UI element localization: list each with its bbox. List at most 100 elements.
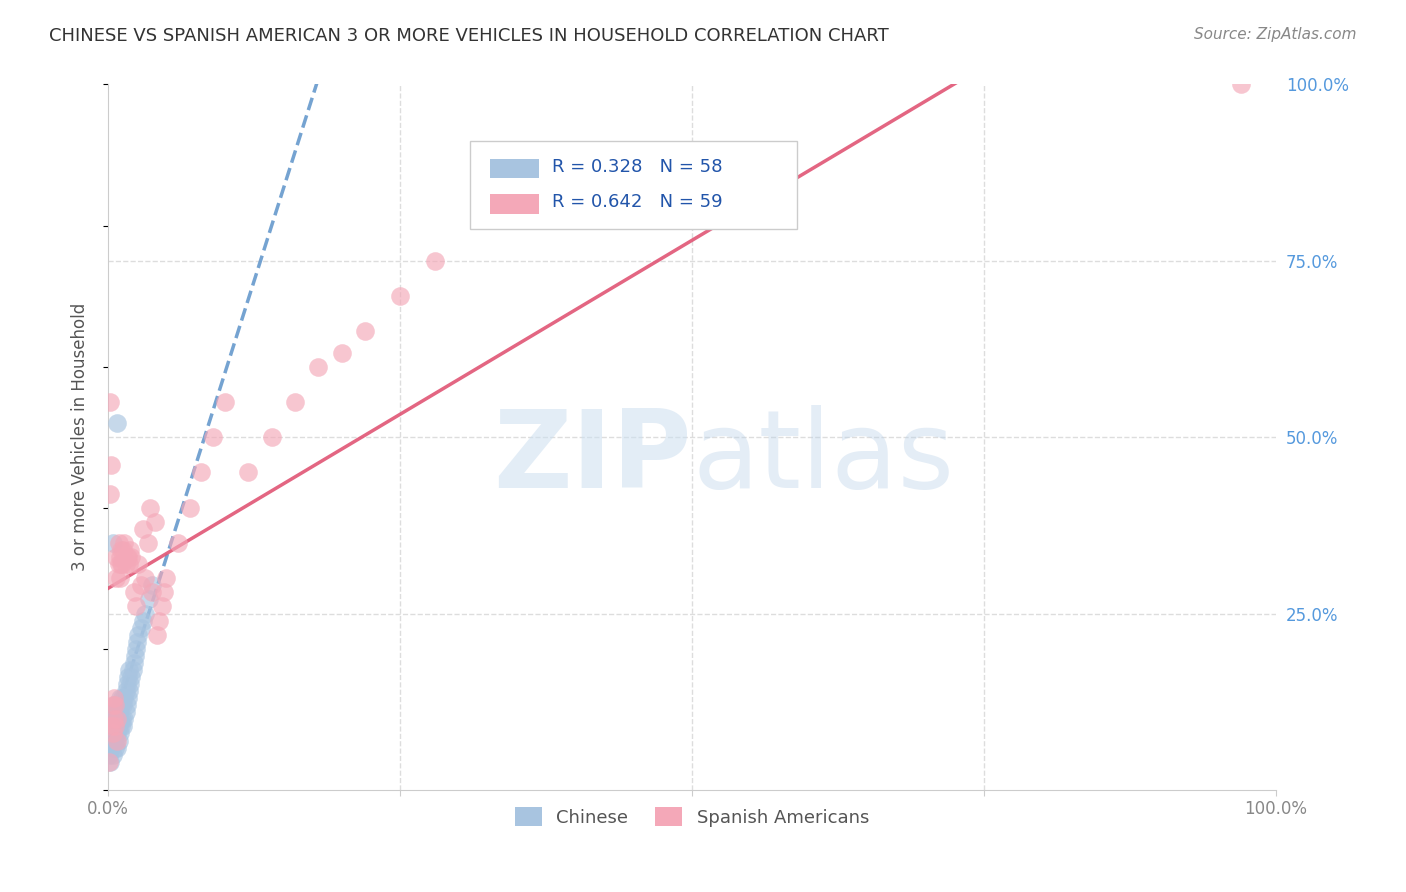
Point <box>100 733 122 747</box>
Point <box>108 550 131 565</box>
Point <box>104 726 127 740</box>
Point <box>134 571 156 585</box>
Point <box>155 571 177 585</box>
Point <box>114 706 136 720</box>
Point <box>107 557 129 571</box>
Point <box>115 698 138 713</box>
Point <box>107 719 129 733</box>
Point <box>103 698 125 713</box>
Point <box>105 712 128 726</box>
Point <box>120 550 142 565</box>
Point <box>100 712 122 726</box>
Point <box>118 557 141 571</box>
Point <box>105 416 128 430</box>
Point <box>108 691 131 706</box>
Point <box>110 543 132 558</box>
Point <box>112 691 135 706</box>
Point <box>127 634 149 648</box>
Point <box>104 698 127 713</box>
Point <box>1230 78 1253 92</box>
Point <box>107 733 129 747</box>
Point <box>121 663 143 677</box>
Point <box>111 712 134 726</box>
Point <box>114 557 136 571</box>
Point <box>117 550 139 565</box>
Point <box>101 536 124 550</box>
Point <box>114 684 136 698</box>
Point <box>105 740 128 755</box>
Point <box>124 648 146 663</box>
Point <box>108 712 131 726</box>
Point <box>120 670 142 684</box>
Text: ZIP: ZIP <box>494 405 692 511</box>
Point <box>112 712 135 726</box>
Text: R = 0.328   N = 58: R = 0.328 N = 58 <box>553 158 723 176</box>
Point <box>101 698 124 713</box>
Point <box>132 614 155 628</box>
Point <box>111 557 134 571</box>
Point <box>103 691 125 706</box>
Point <box>117 670 139 684</box>
Text: atlas: atlas <box>692 405 955 511</box>
Point <box>423 253 446 268</box>
Point <box>101 726 124 740</box>
Point <box>330 345 353 359</box>
Y-axis label: 3 or more Vehicles in Household: 3 or more Vehicles in Household <box>72 303 89 571</box>
Point <box>117 691 139 706</box>
Point <box>127 628 149 642</box>
Point <box>125 599 148 614</box>
Point <box>167 536 190 550</box>
Bar <box>489 159 538 178</box>
Point <box>100 719 122 733</box>
Point <box>129 621 152 635</box>
Point <box>105 733 128 747</box>
Point <box>238 466 260 480</box>
Point <box>105 733 128 747</box>
Point <box>112 698 135 713</box>
Point <box>103 719 125 733</box>
Point <box>104 712 127 726</box>
Point <box>202 430 225 444</box>
Point <box>110 557 132 571</box>
Point <box>148 614 170 628</box>
Point <box>103 712 125 726</box>
Point <box>111 691 134 706</box>
Point <box>129 578 152 592</box>
Point <box>101 747 124 762</box>
Point <box>115 550 138 565</box>
Point <box>105 550 128 565</box>
Point <box>101 706 124 720</box>
Point <box>150 599 173 614</box>
Point <box>112 719 135 733</box>
Point <box>105 571 128 585</box>
Point <box>260 430 283 444</box>
Point <box>138 592 160 607</box>
Point <box>105 712 128 726</box>
Point <box>125 641 148 656</box>
Point <box>122 585 145 599</box>
Point <box>115 677 138 691</box>
Point <box>141 585 163 599</box>
Point <box>98 747 121 762</box>
Point <box>100 740 122 755</box>
Point <box>110 719 132 733</box>
Point <box>98 486 121 500</box>
Point <box>107 536 129 550</box>
Point <box>98 726 121 740</box>
Point <box>118 663 141 677</box>
Point <box>108 726 131 740</box>
Point <box>103 733 125 747</box>
Legend: Chinese, Spanish Americans: Chinese, Spanish Americans <box>508 800 876 834</box>
Point <box>104 740 127 755</box>
FancyBboxPatch shape <box>470 141 797 229</box>
Point <box>389 289 412 303</box>
Text: Source: ZipAtlas.com: Source: ZipAtlas.com <box>1194 27 1357 42</box>
Point <box>120 677 142 691</box>
Point <box>214 395 236 409</box>
Point <box>127 557 149 571</box>
Bar <box>489 194 538 213</box>
Point <box>100 458 122 473</box>
Point <box>146 628 169 642</box>
Point <box>112 536 135 550</box>
Point <box>108 571 131 585</box>
